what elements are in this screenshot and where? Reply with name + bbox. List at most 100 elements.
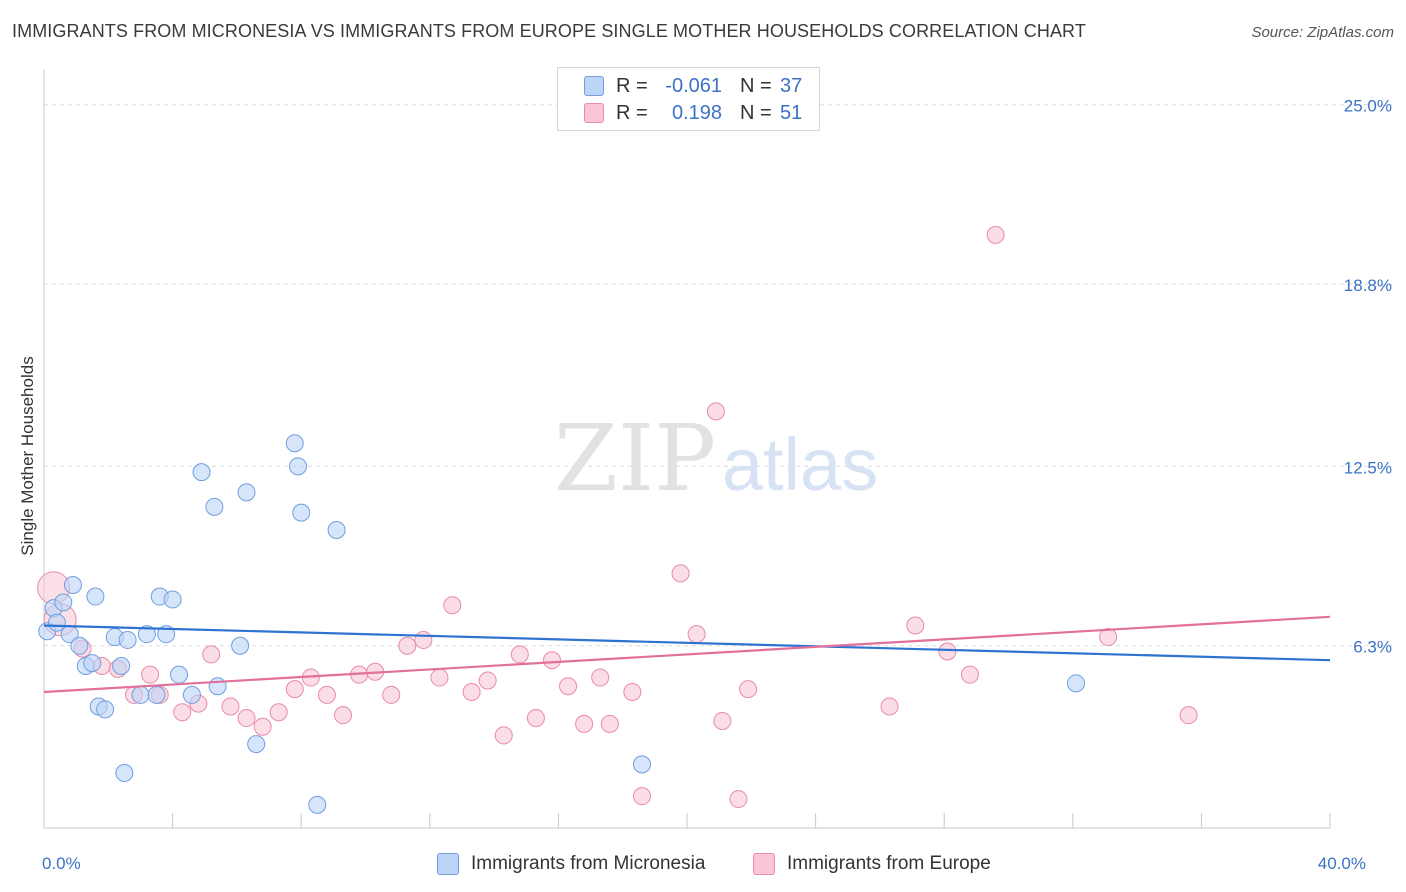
europe-point-17 — [317, 685, 336, 704]
micronesia-point-15 — [118, 630, 137, 649]
micronesia-point-36 — [1067, 674, 1086, 693]
europe-point-42 — [729, 790, 748, 809]
x-tick-label-0: 0.0% — [42, 854, 81, 873]
europe-point-47 — [960, 665, 979, 684]
europe-point-15 — [285, 680, 304, 699]
europe-swatch — [584, 103, 604, 123]
europe-point-50 — [1179, 706, 1198, 725]
micronesia-point-9 — [86, 587, 105, 606]
micronesia-point-21 — [163, 590, 182, 609]
europe-point-8 — [173, 703, 192, 722]
y-tick-label-2: 18.8% — [1344, 276, 1392, 295]
micronesia-point-29 — [247, 735, 266, 754]
n-label: N = — [740, 101, 772, 124]
watermark-zip: ZIP — [554, 405, 716, 512]
chart-title: IMMIGRANTS FROM MICRONESIA VS IMMIGRANTS… — [12, 21, 1086, 41]
micronesia-point-31 — [288, 457, 307, 476]
europe-trend-line — [43, 615, 1331, 694]
micronesia-point-26 — [208, 677, 227, 696]
europe-point-38 — [671, 564, 690, 583]
micronesia-point-18 — [147, 685, 166, 704]
micronesia-point-16 — [131, 685, 150, 704]
europe-point-24 — [430, 668, 449, 687]
correlation-legend: R = -0.061 N = 37 R = 0.198 N = 51 — [557, 67, 820, 131]
tick-labels: 6.3% 12.5% 18.8% 25.0% 0.0% 40.0% — [42, 97, 1392, 873]
europe-point-45 — [906, 616, 925, 635]
micronesia-point-13 — [112, 656, 131, 675]
r-label: R = — [616, 74, 648, 97]
europe-point-40 — [706, 402, 725, 421]
n-label: N = — [740, 74, 772, 97]
r-value: -0.061 — [665, 74, 722, 97]
europe-legend-label: Immigrants from Europe — [787, 853, 991, 874]
europe-point-34 — [591, 668, 610, 687]
europe-point-11 — [221, 697, 240, 716]
legend-row-europe: R = 0.198 N = 51 — [584, 101, 802, 125]
watermark-atlas: atlas — [722, 423, 878, 506]
europe-point-23 — [414, 630, 433, 649]
axes — [43, 70, 1331, 829]
europe-point-32 — [559, 677, 578, 696]
europe-point-13 — [253, 717, 272, 736]
micronesia-point-5 — [63, 575, 82, 594]
legend-row-micronesia: R = -0.061 N = 37 — [584, 74, 802, 98]
r-value: 0.198 — [671, 101, 722, 124]
micronesia-point-8 — [83, 654, 102, 673]
europe-point-33 — [575, 714, 594, 733]
series-micronesia-points — [38, 434, 1086, 814]
europe-point-41 — [713, 711, 732, 730]
y-tick-label-1: 12.5% — [1344, 458, 1392, 477]
micronesia-point-23 — [182, 685, 201, 704]
europe-legend-swatch — [753, 853, 775, 875]
micronesia-point-11 — [96, 700, 115, 719]
europe-point-10 — [202, 645, 221, 664]
micronesia-point-33 — [308, 795, 327, 814]
europe-point-44 — [880, 697, 899, 716]
y-tick-label-0: 6.3% — [1353, 638, 1392, 657]
micronesia-point-24 — [192, 463, 211, 482]
y-tick-label-3: 25.0% — [1344, 97, 1392, 116]
micronesia-point-14 — [115, 764, 134, 783]
europe-point-14 — [269, 703, 288, 722]
micronesia-point-22 — [170, 665, 189, 684]
europe-point-39 — [687, 625, 706, 644]
r-label: R = — [616, 101, 648, 124]
europe-point-46 — [938, 642, 957, 661]
europe-point-18 — [333, 706, 352, 725]
micronesia-point-34 — [327, 521, 346, 540]
y-axis-title: Single Mother Households — [18, 356, 37, 556]
europe-point-6 — [141, 665, 160, 684]
europe-point-27 — [478, 671, 497, 690]
europe-point-43 — [739, 680, 758, 699]
legend-item-micronesia: Immigrants from Micronesia — [437, 852, 705, 876]
europe-point-22 — [398, 636, 417, 655]
micronesia-point-6 — [70, 636, 89, 655]
micronesia-point-35 — [632, 755, 651, 774]
europe-point-49 — [1099, 628, 1118, 647]
micronesia-point-17 — [137, 625, 156, 644]
europe-point-30 — [526, 709, 545, 728]
legend-item-europe: Immigrants from Europe — [753, 852, 991, 876]
micronesia-point-28 — [237, 483, 256, 502]
europe-point-21 — [382, 685, 401, 704]
europe-point-26 — [462, 683, 481, 702]
europe-point-25 — [443, 596, 462, 615]
source-credit: Source: ZipAtlas.com — [1251, 24, 1394, 41]
europe-point-29 — [510, 645, 529, 664]
micronesia-swatch — [584, 76, 604, 96]
europe-point-31 — [542, 651, 561, 670]
micronesia-point-27 — [231, 636, 250, 655]
europe-point-48 — [986, 225, 1005, 244]
europe-point-35 — [600, 714, 619, 733]
micronesia-point-3 — [54, 593, 73, 612]
micronesia-trend-line — [43, 624, 1331, 662]
micronesia-legend-label: Immigrants from Micronesia — [471, 853, 706, 874]
n-value: 51 — [780, 101, 803, 124]
europe-point-28 — [494, 726, 513, 745]
micronesia-point-30 — [285, 434, 304, 453]
trend-lines — [43, 615, 1331, 694]
series-europe-points — [37, 225, 1198, 809]
europe-point-12 — [237, 709, 256, 728]
micronesia-point-25 — [205, 497, 224, 516]
